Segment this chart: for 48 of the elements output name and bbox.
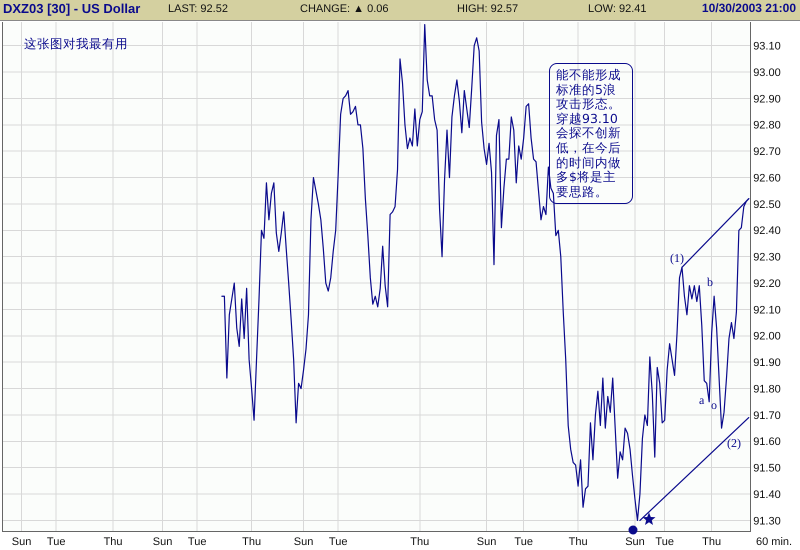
x-tick-label: Sun [152,536,172,548]
y-tick-label: 91.40 [753,488,781,501]
y-tick-label: 92.90 [753,93,781,106]
text: 10/30/2003 21:00 [702,1,796,15]
annotation: (2) [727,436,741,450]
annotation: 这张图对我最有用 [24,37,128,51]
y-tick-label: 92.70 [753,146,781,158]
y-tick-label: 92.10 [753,304,781,316]
text: LAST: 92.52 [168,3,228,15]
x-tick-label: Tue [328,536,348,548]
x-tick-label: Tue [514,536,533,548]
text: 60 min. [756,536,792,548]
x-tick-label: Thu [568,536,588,548]
x-tick-label: Thu [104,536,123,548]
y-tick-label: 92.50 [753,198,781,211]
y-tick-label: 92.30 [753,252,781,264]
annotation: a [699,393,705,407]
y-tick-label: 91.70 [753,410,781,422]
x-tick-label: Sun [12,536,32,548]
y-tick-label: 91.30 [753,515,781,528]
x-tick-label: Thu [702,536,722,548]
y-tick-label: 92.00 [753,330,781,343]
x-tick-label: Thu [410,536,430,548]
y-tick-label: 91.90 [753,357,781,370]
y-tick-label: 93.10 [753,40,781,53]
x-tick-label: Tue [188,536,206,548]
annotation: (1) [670,251,684,265]
x-tick-label: Tue [655,536,674,548]
y-tick-label: 93.00 [753,66,781,79]
x-tick-label: Sun [294,536,314,548]
text: CHANGE: ▲ 0.06 [300,3,389,15]
x-tick-label: Tue [46,536,66,548]
y-tick-label: 92.60 [753,172,781,184]
text: 能不能形成标准的5浪攻击形态。穿越93.10会探不创新低，在今后的时间内做多$将是主要思路。 [556,67,621,199]
x-tick-label: Thu [242,536,262,548]
x-tick-label: Sun [476,536,496,548]
text: LOW: 92.41 [588,3,646,15]
text: HIGH: 92.57 [457,3,518,15]
y-tick-label: 91.50 [753,462,781,475]
x-tick-label: Sun [625,536,645,548]
chart-title: DXZ03 [30] - US Dollar [3,1,140,16]
annotation: o [711,398,717,412]
y-tick-label: 91.60 [753,436,781,448]
y-tick-label: 92.40 [753,225,781,238]
y-tick-label: 92.80 [753,120,781,132]
annotation: b [707,275,713,289]
y-tick-label: 92.20 [753,278,781,290]
y-tick-label: 91.80 [753,383,781,396]
